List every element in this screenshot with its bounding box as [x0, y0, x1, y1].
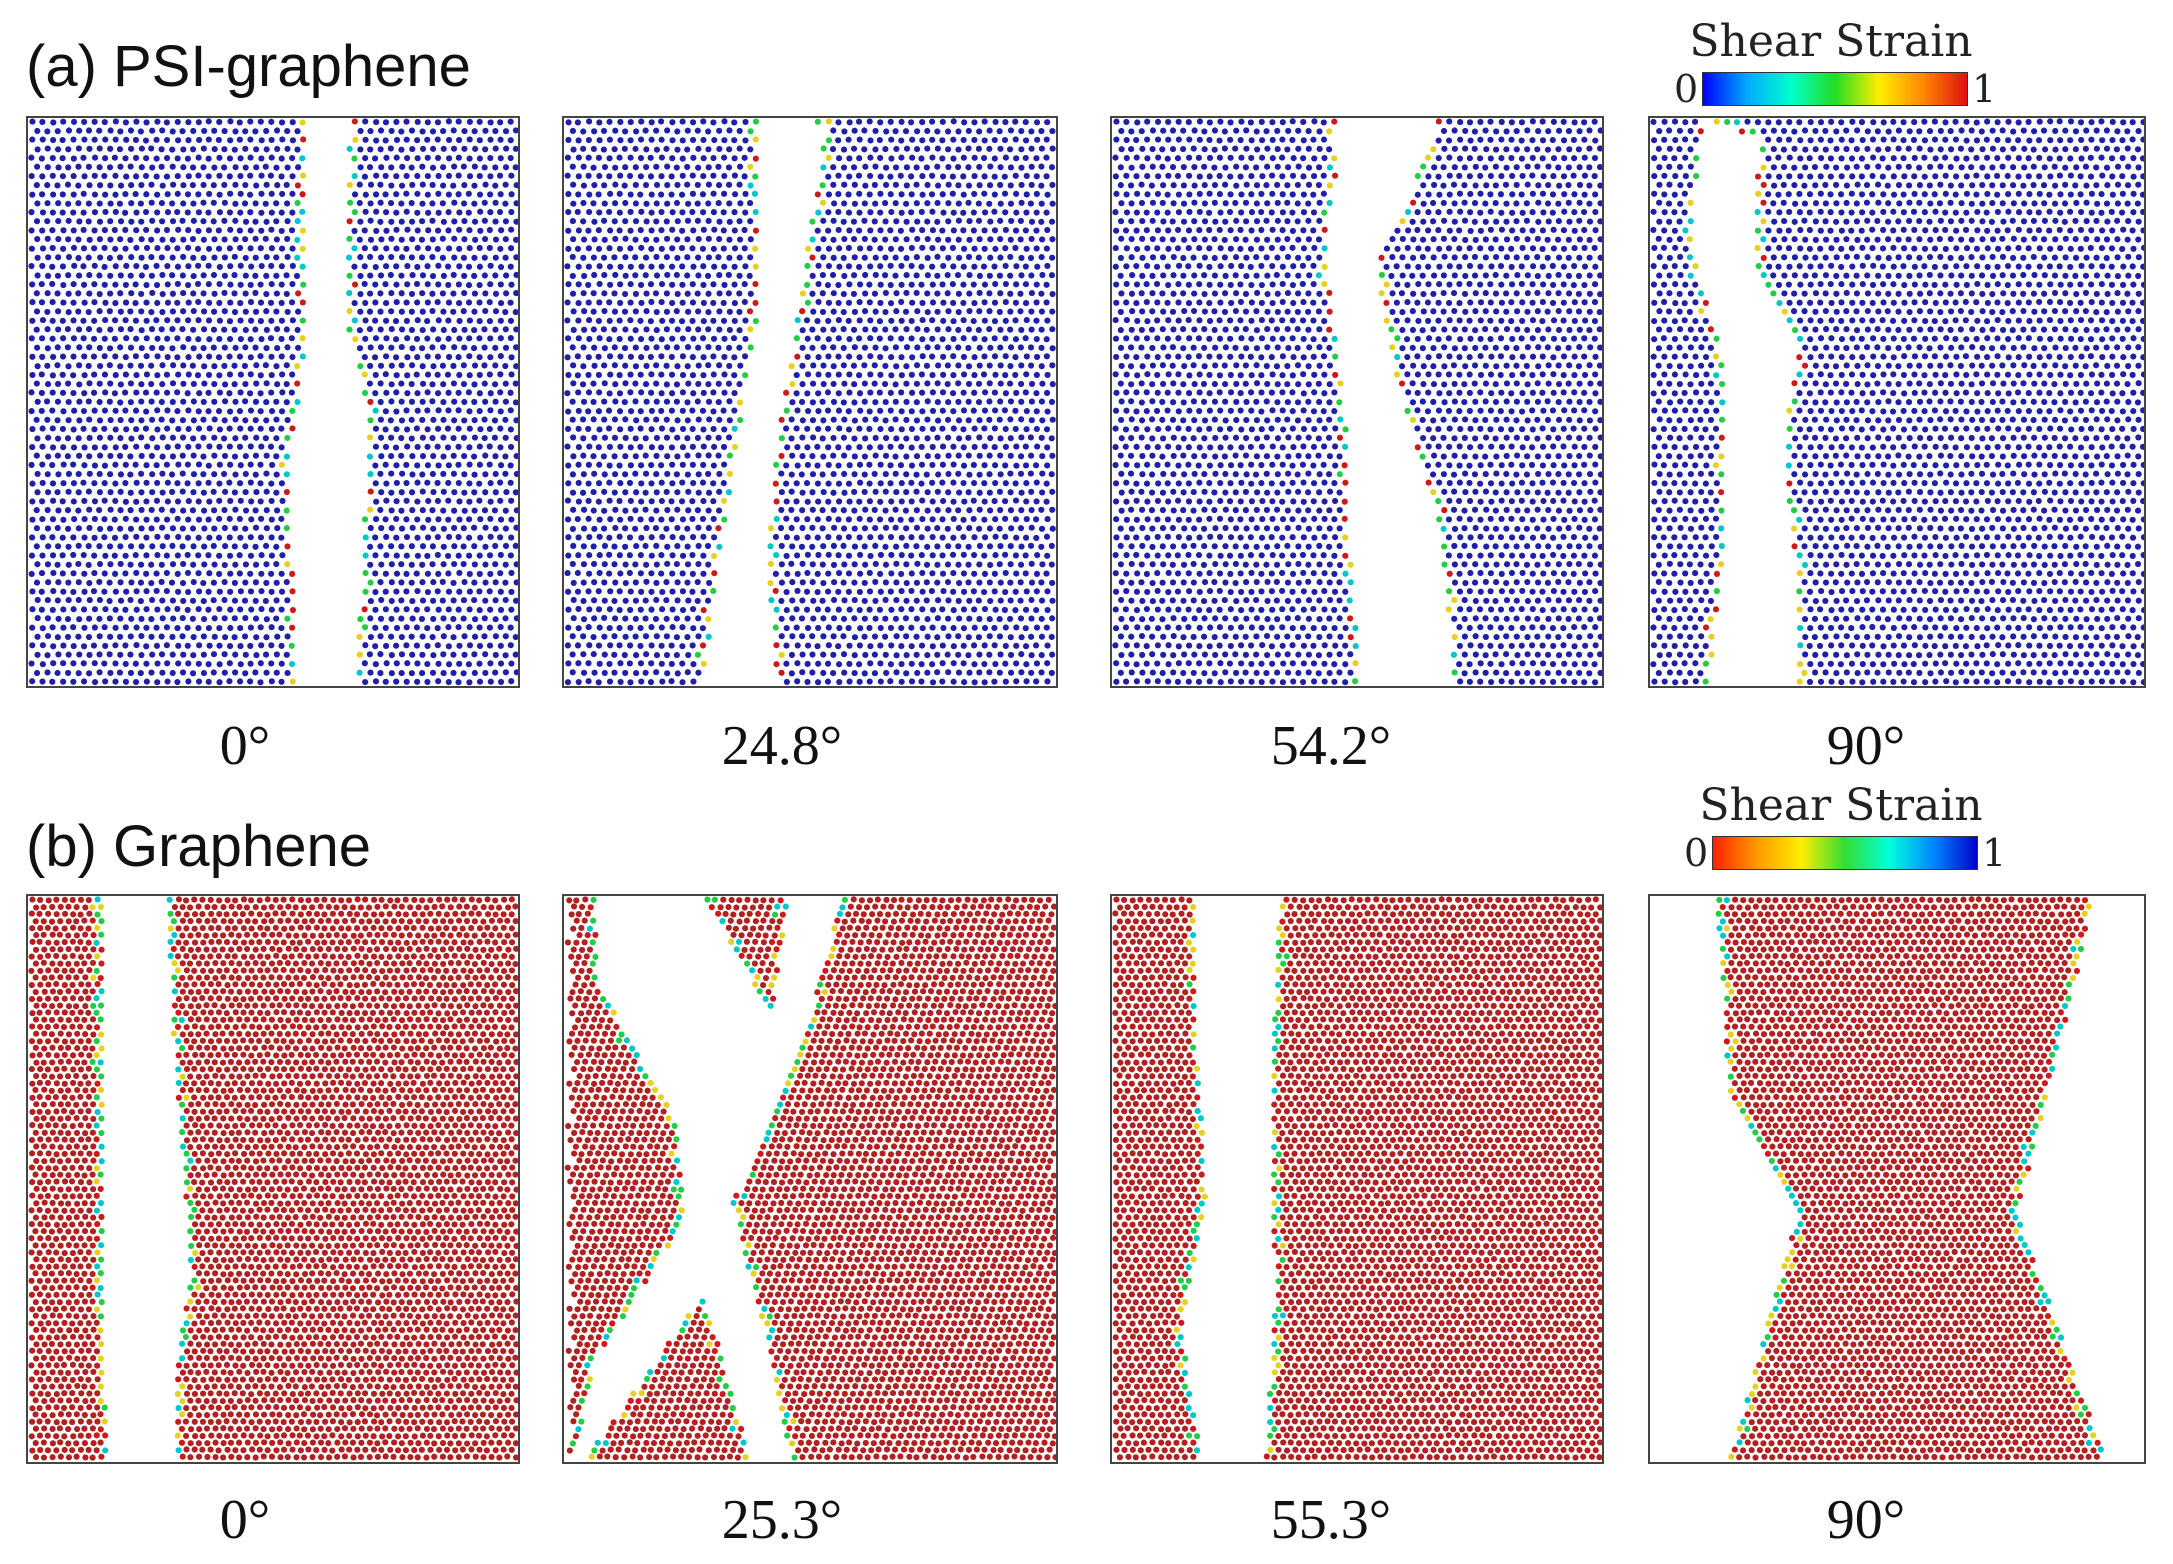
angle-label-b-2: 25.3°	[632, 1492, 932, 1548]
angle-label-b-3: 55.3°	[1181, 1492, 1481, 1548]
panel-b-4	[1648, 894, 2146, 1464]
panel-a-4	[1648, 116, 2146, 688]
legend-b: Shear Strain 0 1	[1676, 784, 2006, 904]
legend-b-colorbar	[1712, 836, 1978, 870]
panel-b-3	[1110, 894, 1604, 1464]
panel-b-3-atoms	[1112, 896, 1602, 1461]
panel-b-2	[562, 894, 1058, 1464]
panel-a-1	[26, 116, 520, 688]
row-a-title: (a) PSI-graphene	[26, 38, 471, 96]
angle-label-a-1: 0°	[95, 718, 395, 774]
panel-a-3	[1110, 116, 1604, 688]
panel-a-3-atoms	[1112, 118, 1602, 686]
legend-a-min: 0	[1674, 70, 1698, 108]
legend-a-colorbar	[1702, 72, 1968, 106]
legend-a-max: 1	[1972, 70, 1996, 108]
legend-a: Shear Strain 0 1	[1666, 20, 1996, 140]
panel-b-1-atoms	[28, 896, 518, 1461]
panel-b-1	[26, 894, 520, 1464]
legend-b-min: 0	[1684, 834, 1708, 872]
panel-a-4-atoms	[1650, 118, 2144, 686]
panel-a-2-atoms	[564, 118, 1056, 686]
panel-a-2	[562, 116, 1058, 688]
angle-label-b-4: 90°	[1716, 1492, 2016, 1548]
legend-b-max: 1	[1982, 834, 2006, 872]
legend-a-title: Shear Strain	[1666, 20, 1996, 64]
angle-label-a-4: 90°	[1716, 718, 2016, 774]
angle-label-a-2: 24.8°	[632, 718, 932, 774]
angle-label-b-1: 0°	[95, 1492, 395, 1548]
legend-b-title: Shear Strain	[1676, 784, 2006, 828]
row-b-title: (b) Graphene	[26, 818, 371, 876]
panel-a-1-atoms	[28, 118, 518, 686]
panel-b-2-atoms	[564, 896, 1056, 1461]
angle-label-a-3: 54.2°	[1181, 718, 1481, 774]
panel-b-4-atoms	[1715, 896, 2104, 1461]
